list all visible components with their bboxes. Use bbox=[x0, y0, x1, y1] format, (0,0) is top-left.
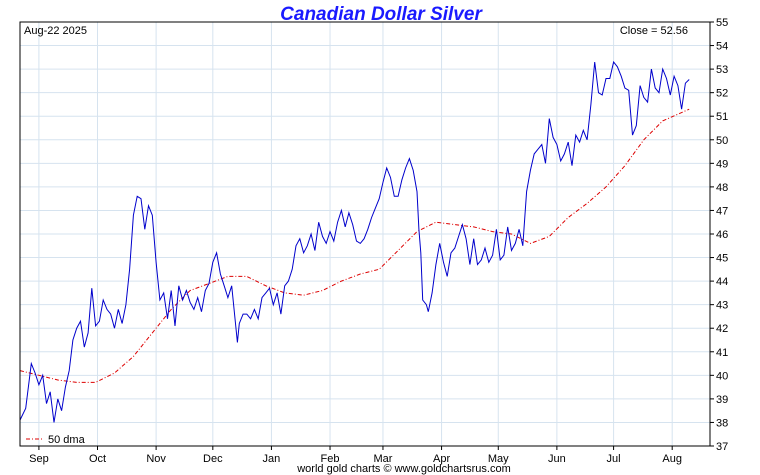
y-tick-label: 48 bbox=[716, 182, 728, 194]
chart-title: Canadian Dollar Silver bbox=[280, 4, 483, 25]
y-axis: 37 38 39 40 41 42 43 44 45 46 47 48 49 50 51 52 53 54 55 bbox=[710, 17, 728, 453]
y-tick-label: 42 bbox=[716, 323, 728, 335]
y-tick-label: 45 bbox=[716, 253, 728, 265]
close-label: Close = 52.56 bbox=[620, 25, 688, 37]
y-tick-label: 41 bbox=[716, 347, 728, 359]
y-tick-label: 43 bbox=[716, 300, 728, 312]
x-tick-label: Dec bbox=[203, 453, 223, 465]
y-tick-label: 49 bbox=[716, 158, 728, 170]
x-tick-label: Oct bbox=[89, 453, 106, 465]
y-tick-label: 52 bbox=[716, 88, 728, 100]
y-tick-label: 47 bbox=[716, 205, 728, 217]
x-tick-label: Feb bbox=[321, 453, 340, 465]
y-tick-label: 40 bbox=[716, 370, 728, 382]
y-tick-label: 51 bbox=[716, 111, 728, 123]
x-tick-label: Apr bbox=[433, 453, 450, 465]
y-tick-label: 38 bbox=[716, 417, 728, 429]
x-tick-label: Nov bbox=[146, 453, 166, 465]
y-tick-label: 39 bbox=[716, 394, 728, 406]
x-tick-label: Jun bbox=[548, 453, 566, 465]
series-line-price bbox=[19, 60, 690, 423]
y-tick-label: 50 bbox=[716, 135, 728, 147]
x-tick-label: Sep bbox=[29, 453, 49, 465]
series-layer bbox=[19, 60, 690, 423]
date-label: Aug-22 2025 bbox=[24, 25, 87, 37]
y-tick-label: 46 bbox=[716, 229, 728, 241]
y-tick-label: 44 bbox=[716, 276, 728, 288]
y-tick-label: 53 bbox=[716, 64, 728, 76]
x-tick-label: May bbox=[488, 453, 509, 465]
x-axis: Sep Oct Nov Dec Jan Feb Mar Apr May Jun Jul Aug bbox=[29, 446, 682, 465]
legend-dma-label: 50 dma bbox=[48, 434, 86, 446]
x-tick-label: Jul bbox=[607, 453, 621, 465]
x-tick-label: Mar bbox=[373, 453, 392, 465]
series-line-50-dma bbox=[19, 108, 690, 383]
legend: 50 dma bbox=[26, 434, 86, 446]
footer-credit: world gold charts © www.goldchartsrus.co… bbox=[296, 463, 511, 475]
grid bbox=[20, 21, 710, 447]
x-tick-label: Jan bbox=[263, 453, 281, 465]
y-tick-label: 37 bbox=[716, 441, 728, 453]
y-tick-label: 54 bbox=[716, 41, 728, 53]
x-tick-label: Aug bbox=[662, 453, 682, 465]
y-tick-label: 55 bbox=[716, 17, 728, 29]
